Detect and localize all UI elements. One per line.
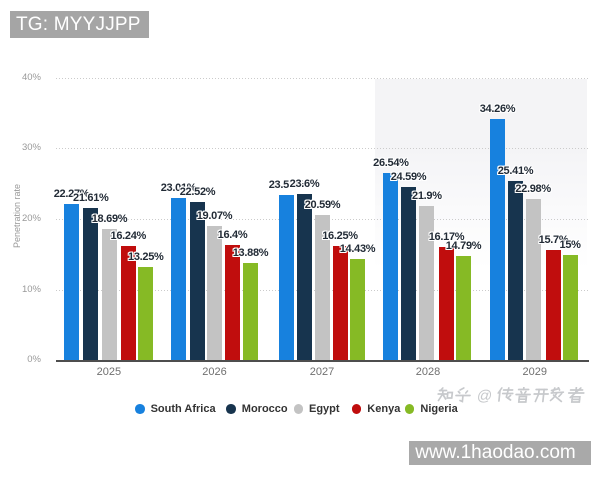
svg-text:@: @ — [476, 388, 493, 404]
